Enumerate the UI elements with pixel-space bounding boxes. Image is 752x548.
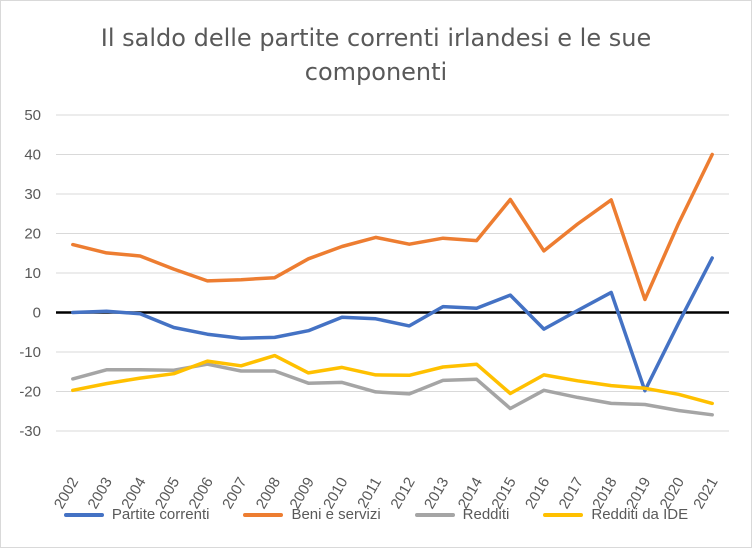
- legend-swatch: [243, 512, 284, 517]
- legend-label: Beni e servizi: [291, 506, 381, 523]
- y-tick-label: 40: [24, 147, 41, 164]
- legend-swatch: [63, 512, 104, 517]
- chart-title-line-1: Il saldo delle partite correnti irlandes…: [100, 24, 652, 52]
- y-tick-label: -30: [19, 423, 41, 440]
- y-tick-label: 10: [24, 265, 41, 282]
- y-tick-label: 20: [24, 226, 41, 243]
- legend-item: Redditi: [414, 506, 510, 523]
- y-tick-label: 50: [24, 107, 41, 124]
- legend-item: Redditi da IDE: [543, 506, 688, 523]
- series-line-3: [71, 362, 714, 417]
- legend-swatch: [414, 512, 455, 517]
- legend-label: Redditi da IDE: [591, 506, 689, 523]
- legend-label: Redditi: [462, 506, 510, 523]
- y-axis-ticks: 50 40 30 20 10 0 -10 -20 -30: [19, 107, 41, 440]
- legend-item: Beni e servizi: [243, 506, 381, 523]
- y-tick-label: -10: [19, 344, 41, 361]
- legend-item: Partite correnti: [63, 506, 210, 523]
- series-lines: [71, 152, 714, 417]
- series-line-4: [71, 353, 714, 406]
- chart-title: Il saldo delle partite correnti irlandes…: [1, 21, 751, 89]
- gridlines: [56, 114, 729, 432]
- y-tick-label: 0: [33, 305, 41, 322]
- series-line-1: [71, 256, 714, 393]
- series-line-2: [71, 152, 714, 302]
- legend: Partite correnti Beni e servizi Redditi Red…: [1, 506, 751, 523]
- legend-swatch: [543, 512, 584, 517]
- y-tick-label: 30: [24, 186, 41, 203]
- legend-label: Partite correnti: [111, 506, 210, 523]
- chart-title-line-2: componenti: [304, 58, 448, 86]
- y-tick-label: -20: [19, 384, 41, 401]
